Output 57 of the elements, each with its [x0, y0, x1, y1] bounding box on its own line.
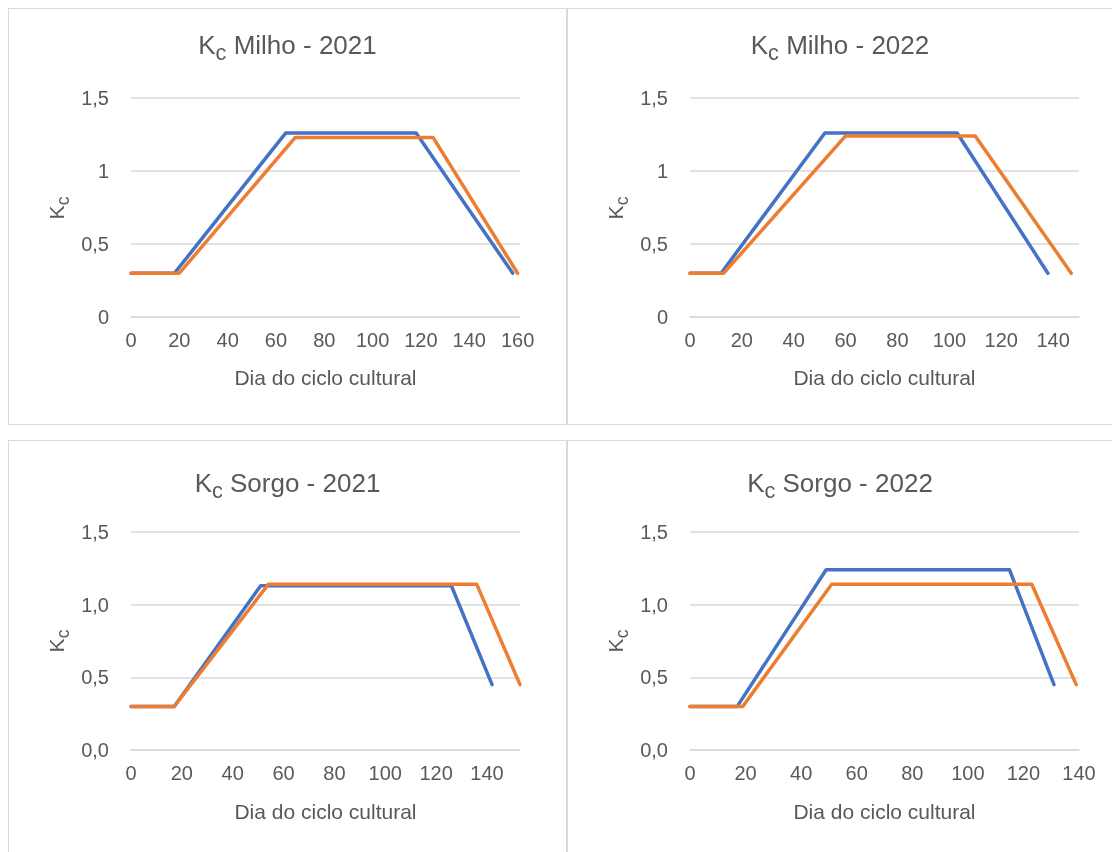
x-axis-title: Dia do ciclo cultural — [792, 799, 977, 825]
x-tick-label: 40 — [782, 329, 805, 351]
x-tick-label: 60 — [272, 762, 295, 784]
x-tick-label: 100 — [368, 762, 402, 784]
x-tick-label: 20 — [730, 329, 753, 351]
x-tick-label: 120 — [404, 329, 438, 351]
x-tick-label: 20 — [734, 762, 757, 784]
x-tick-label: 140 — [1062, 762, 1096, 784]
x-tick-label: 40 — [216, 329, 239, 351]
x-axis-title: Dia do ciclo cultural — [792, 365, 977, 391]
y-tick-label: 0,0 — [640, 739, 668, 761]
x-tick-label: 140 — [470, 762, 504, 784]
chart-title: K$_{c}$ Sorgo - 2021 — [193, 467, 382, 506]
x-tick-label: 60 — [845, 762, 868, 784]
x-tick-label: 100 — [355, 329, 390, 351]
x-tick-label: 20 — [170, 762, 193, 784]
x-tick-label: 120 — [1006, 762, 1041, 784]
x-tick-label: 120 — [419, 762, 453, 784]
y-tick-label: 0,5 — [81, 666, 109, 689]
y-tick-label: 0,5 — [81, 233, 109, 255]
y-tick-label: 0 — [97, 306, 109, 328]
x-tick-label: 140 — [1036, 329, 1070, 351]
y-tick-label: 1,5 — [640, 87, 668, 109]
y-tick-label: 1 — [97, 160, 109, 182]
x-tick-label: 40 — [221, 762, 244, 784]
x-tick-label: 100 — [951, 762, 985, 784]
y-tick-label: 0,0 — [81, 739, 109, 761]
x-axis-title: Dia do ciclo cultural — [233, 799, 418, 825]
x-tick-label: 140 — [452, 329, 486, 351]
x-tick-label: 100 — [932, 329, 967, 351]
x-tick-label: 120 — [984, 329, 1018, 351]
x-tick-label: 60 — [834, 329, 857, 351]
x-axis-title: Dia do ciclo cultural — [233, 365, 418, 391]
y-tick-label: 1 — [656, 160, 668, 182]
x-tick-label: 80 — [323, 762, 346, 784]
y-tick-label: 1,5 — [81, 87, 109, 109]
x-tick-label: 80 — [313, 329, 336, 351]
x-tick-label: 0 — [684, 329, 696, 351]
x-tick-label: 60 — [264, 329, 288, 351]
x-tick-label: 20 — [168, 329, 191, 351]
chart-title: K$_{c}$ Milho - 2022 — [749, 29, 931, 68]
y-tick-label: 1,0 — [81, 593, 109, 616]
y-tick-label: 0 — [656, 306, 668, 328]
x-tick-label: 80 — [901, 762, 924, 784]
chart-title: K$_{c}$ Sorgo - 2022 — [746, 467, 934, 506]
x-tick-label: 0 — [684, 762, 696, 784]
y-tick-label: 1,5 — [81, 521, 109, 543]
y-tick-label: 1,5 — [640, 521, 668, 543]
y-tick-label: 0,5 — [640, 666, 668, 689]
y-tick-label: 1,0 — [640, 593, 668, 616]
y-tick-label: 0,5 — [640, 233, 668, 255]
x-tick-label: 40 — [790, 762, 813, 784]
chart-title: K$_{c}$ Milho - 2021 — [197, 29, 378, 68]
x-tick-label: 80 — [886, 329, 909, 351]
x-tick-label: 0 — [125, 762, 137, 784]
x-tick-label: 0 — [125, 329, 137, 351]
x-tick-label: 160 — [500, 329, 535, 351]
